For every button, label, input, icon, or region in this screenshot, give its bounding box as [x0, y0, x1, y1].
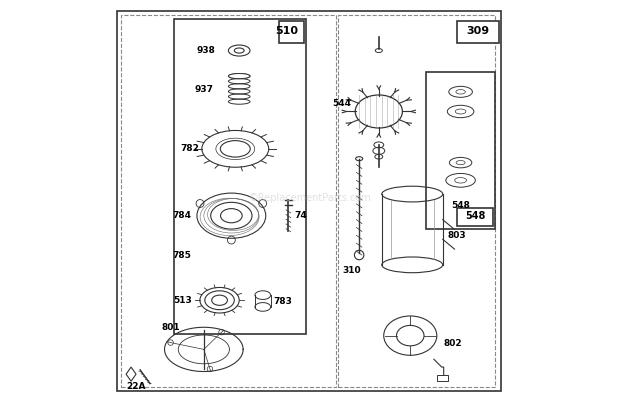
Ellipse shape [356, 157, 363, 161]
Ellipse shape [211, 295, 228, 305]
Ellipse shape [374, 142, 384, 148]
Text: 22A: 22A [126, 382, 146, 391]
Ellipse shape [375, 49, 383, 53]
Bar [174, 19, 306, 334]
Text: 513: 513 [173, 296, 192, 305]
Ellipse shape [456, 89, 466, 94]
Text: 938: 938 [197, 46, 215, 55]
Text: 544: 544 [332, 99, 351, 108]
Ellipse shape [220, 141, 250, 157]
Text: 802: 802 [444, 339, 463, 348]
Bar [426, 72, 495, 229]
Ellipse shape [455, 109, 466, 114]
Ellipse shape [255, 303, 271, 311]
Text: 310: 310 [343, 266, 361, 275]
Text: 548: 548 [465, 211, 485, 221]
Ellipse shape [375, 154, 383, 159]
Bar [458, 208, 493, 226]
Bar [122, 15, 335, 387]
Ellipse shape [221, 209, 242, 223]
Text: 510: 510 [275, 26, 298, 36]
Text: 783: 783 [274, 297, 293, 306]
Text: 785: 785 [173, 251, 192, 259]
Ellipse shape [234, 48, 244, 53]
Text: 803: 803 [448, 231, 466, 240]
Bar [278, 21, 304, 43]
Text: 74: 74 [294, 211, 307, 220]
Text: ©ReplacementParts.com: ©ReplacementParts.com [249, 193, 371, 203]
Bar [437, 375, 448, 381]
Ellipse shape [456, 160, 465, 165]
Ellipse shape [454, 177, 466, 183]
Text: 309: 309 [467, 26, 490, 36]
Text: 801: 801 [161, 323, 180, 332]
Text: 937: 937 [194, 86, 213, 94]
Ellipse shape [228, 74, 250, 79]
Bar [458, 21, 498, 43]
Bar [337, 15, 495, 387]
Text: 548: 548 [451, 201, 470, 210]
Text: 782: 782 [180, 145, 200, 153]
Text: 784: 784 [173, 211, 192, 220]
